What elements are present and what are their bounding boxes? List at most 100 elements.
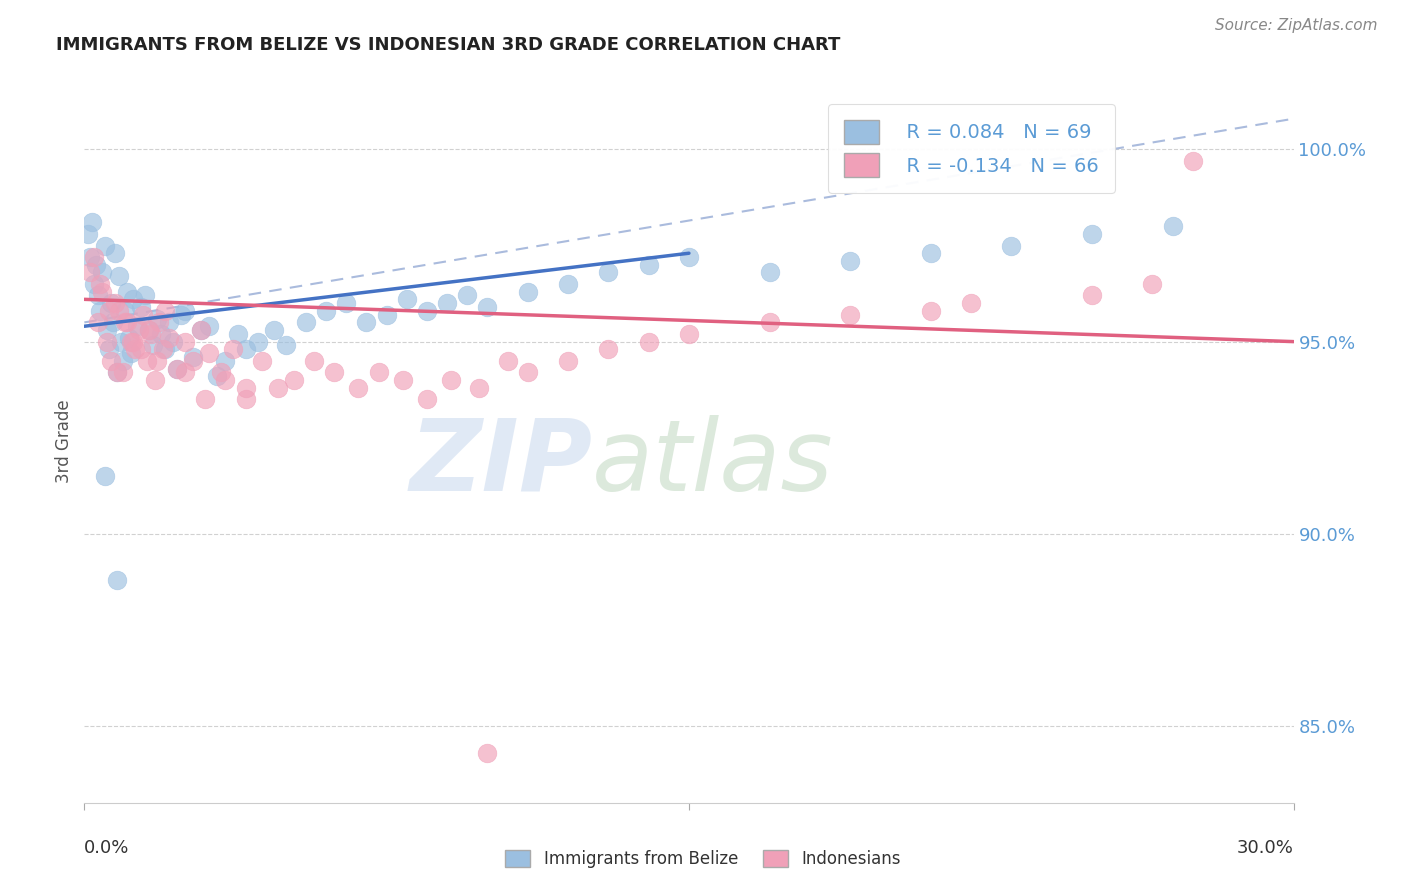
Point [87,288,110,302]
Point [839,253,862,268]
Point [139,326,162,341]
Point [89,304,111,318]
Point [91,285,114,299]
Point [235,392,257,407]
Point [138,323,160,337]
Point [416,392,439,407]
Point [516,285,538,299]
Text: ZIP: ZIP [409,415,592,512]
Point [598,343,620,357]
Point [198,346,221,360]
Point [83,277,105,291]
Point [477,746,499,760]
Point [678,326,700,341]
Point [323,365,346,379]
Point [295,315,318,329]
Point [77,227,100,241]
Point [111,354,134,368]
Point [920,304,942,318]
Point [1081,227,1104,241]
Point [86,258,108,272]
Point [477,300,499,314]
Point [1142,277,1164,291]
Point [416,304,439,318]
Point [235,343,257,357]
Point [153,343,176,357]
Point [758,315,780,329]
Point [226,326,249,341]
Point [148,315,170,329]
Point [132,308,155,322]
Point [174,365,197,379]
Point [96,323,118,337]
Point [209,365,232,379]
Point [557,354,579,368]
Text: 0.0%: 0.0% [84,838,129,857]
Point [118,331,141,345]
Point [166,361,188,376]
Point [170,308,193,322]
Y-axis label: 3rd Grade: 3rd Grade [55,400,73,483]
Point [375,308,398,322]
Point [79,250,101,264]
Point [235,381,257,395]
Point [174,334,197,349]
Text: Source: ZipAtlas.com: Source: ZipAtlas.com [1215,18,1378,33]
Point [166,361,188,376]
Point [97,343,120,357]
Text: atlas: atlas [592,415,834,512]
Point [135,354,157,368]
Point [91,265,114,279]
Point [100,354,122,368]
Point [121,334,143,349]
Point [920,246,942,260]
Point [198,319,221,334]
Point [283,373,305,387]
Point [114,304,136,318]
Point [89,277,111,291]
Point [1081,288,1104,302]
Point [214,354,236,368]
Point [190,323,212,337]
Point [143,373,166,387]
Legend: Immigrants from Belize, Indonesians: Immigrants from Belize, Indonesians [499,843,907,875]
Point [1000,238,1022,252]
Point [302,354,325,368]
Text: IMMIGRANTS FROM BELIZE VS INDONESIAN 3RD GRADE CORRELATION CHART: IMMIGRANTS FROM BELIZE VS INDONESIAN 3RD… [56,36,841,54]
Point [222,343,245,357]
Point [456,288,478,302]
Point [79,265,101,279]
Point [115,315,138,329]
Point [960,296,983,310]
Point [391,373,413,387]
Legend:   R = 0.084   N = 69,   R = -0.134   N = 66: R = 0.084 N = 69, R = -0.134 N = 66 [828,104,1115,193]
Point [440,373,463,387]
Point [181,350,204,364]
Point [93,469,115,483]
Point [496,354,519,368]
Point [246,334,269,349]
Point [93,238,115,252]
Point [1161,219,1184,234]
Point [142,338,165,352]
Point [157,331,180,345]
Point [214,373,236,387]
Point [111,365,134,379]
Point [105,365,128,379]
Point [105,365,128,379]
Point [82,215,104,229]
Point [194,392,217,407]
Point [436,296,458,310]
Point [120,346,142,360]
Point [104,296,127,310]
Point [557,277,579,291]
Point [335,296,357,310]
Point [152,343,174,357]
Point [105,573,128,587]
Point [121,293,143,307]
Point [115,285,138,299]
Point [162,334,184,349]
Point [97,304,120,318]
Point [128,323,150,337]
Point [637,334,659,349]
